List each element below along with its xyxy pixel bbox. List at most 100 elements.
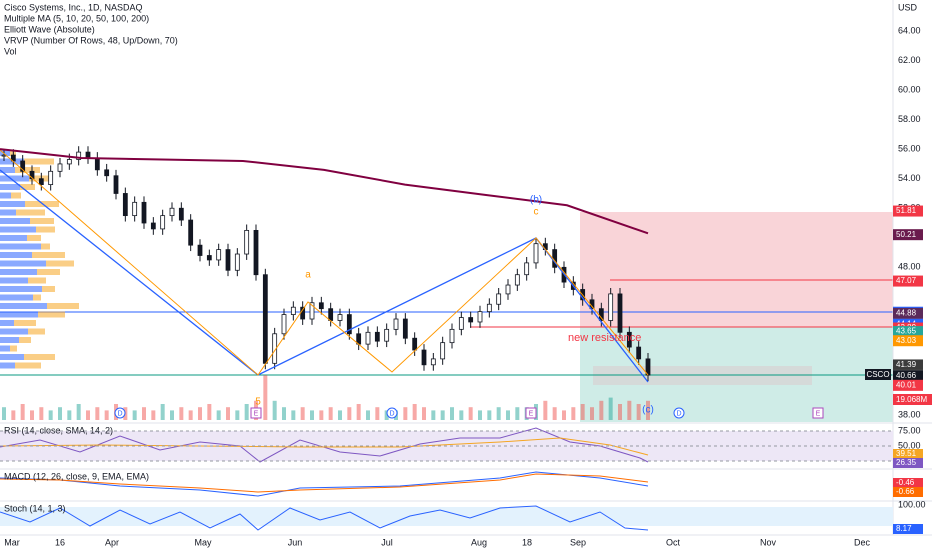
candle-body xyxy=(505,284,511,295)
time-axis: Mar 16 Apr May Jun Jul Aug 18 Sep Oct Nov Dec xyxy=(4,537,870,547)
volume-bar xyxy=(207,404,212,420)
volume-profile xyxy=(0,150,79,369)
candle-body xyxy=(48,170,54,186)
rsi-tag-text: 26.35 xyxy=(896,458,917,467)
price-tag xyxy=(893,359,923,371)
volume-bar xyxy=(562,410,566,420)
profile-up xyxy=(0,226,36,233)
time-tick: 16 xyxy=(55,537,65,547)
annotation: new resistance xyxy=(568,332,641,344)
profile-down xyxy=(20,184,35,190)
volume-bar xyxy=(310,410,314,420)
profile-down xyxy=(11,192,21,199)
candle-body xyxy=(113,175,119,194)
candle-body xyxy=(94,157,100,171)
short-stop-zone xyxy=(580,212,893,327)
rsi-tag xyxy=(893,458,923,468)
time-tick: Aug xyxy=(471,537,487,547)
macd-tag xyxy=(893,487,923,497)
event-marker xyxy=(812,407,824,419)
candle-body xyxy=(262,274,268,364)
volume-bar xyxy=(627,400,632,420)
candle-body xyxy=(66,159,72,165)
candle-body xyxy=(374,331,380,342)
price-tag xyxy=(893,307,923,319)
rsi-tick: 50.00 xyxy=(898,440,921,450)
event-marker xyxy=(673,407,685,419)
candle-body xyxy=(234,253,240,271)
macd-signal xyxy=(0,473,649,493)
price-tag-text: 40.66 xyxy=(896,371,917,380)
candle-body xyxy=(132,201,138,217)
stoch-band xyxy=(0,507,893,526)
profile-down xyxy=(15,362,41,369)
volume-tag xyxy=(893,394,932,405)
volume-bar xyxy=(216,410,221,420)
volume-bar xyxy=(478,410,482,420)
volume-bar xyxy=(67,410,72,420)
rsi-tick: 75.00 xyxy=(898,425,921,435)
event-label: E xyxy=(816,410,821,417)
volume-bar xyxy=(20,404,25,420)
price-axis: 64.0062.0060.0058.0056.0054.0052.0048.00… xyxy=(893,25,923,419)
price-tag xyxy=(893,335,923,347)
profile-up xyxy=(0,320,14,326)
volume-bar xyxy=(422,407,426,420)
candle-body xyxy=(533,243,539,264)
candle-body xyxy=(384,328,390,342)
profile-down xyxy=(33,294,41,301)
candle-body xyxy=(328,308,334,321)
candle-body xyxy=(468,317,474,323)
candle-body xyxy=(244,229,250,255)
volume-bar xyxy=(543,400,548,420)
volume-bar xyxy=(440,410,445,420)
volume-bar xyxy=(506,410,510,420)
wave-label: (b) xyxy=(530,195,542,206)
candle-body xyxy=(216,249,222,261)
profile-up xyxy=(0,243,41,250)
volume-bar xyxy=(58,407,62,420)
candle-body xyxy=(346,314,352,335)
time-tick: Oct xyxy=(666,537,681,547)
price-tag-text: 50.21 xyxy=(896,230,917,239)
profile-up xyxy=(0,167,15,173)
event-label: E xyxy=(529,410,534,417)
candle-body xyxy=(290,306,296,315)
price-tick: 60.00 xyxy=(898,84,921,94)
volume-bar xyxy=(366,410,370,420)
volume-bar xyxy=(282,407,286,420)
volume-bar xyxy=(608,397,613,420)
price-tick: 56.00 xyxy=(898,144,921,154)
profile-down xyxy=(47,303,79,309)
time-tick: May xyxy=(194,537,212,547)
volume-bar xyxy=(403,407,408,420)
candle-body xyxy=(393,318,399,330)
profile-down xyxy=(37,269,60,275)
macd-tag-text: -0.46 xyxy=(896,478,915,487)
event-marker xyxy=(525,407,537,419)
profile-down xyxy=(14,320,36,326)
stoch-k xyxy=(0,505,649,531)
candle-body xyxy=(524,262,530,276)
candle-body xyxy=(309,302,315,320)
candle-body xyxy=(57,163,63,172)
volume-bar xyxy=(384,410,389,420)
volume-bar xyxy=(496,407,501,420)
profile-down xyxy=(46,260,74,267)
volume-bar xyxy=(86,410,90,420)
profile-down xyxy=(10,345,17,352)
profile-up xyxy=(0,337,19,343)
volume-bar xyxy=(95,407,100,420)
candle-body xyxy=(365,331,371,345)
candle-body xyxy=(337,314,343,321)
price-tag xyxy=(893,229,923,241)
price-tag-text: 40.01 xyxy=(896,380,917,389)
volume-bar xyxy=(263,375,268,420)
candle-body xyxy=(486,303,492,313)
volume-bar xyxy=(226,407,230,420)
volume-bar xyxy=(618,404,622,420)
profile-up xyxy=(0,294,33,301)
volume-bar xyxy=(599,400,604,420)
volume-bar xyxy=(636,404,641,420)
